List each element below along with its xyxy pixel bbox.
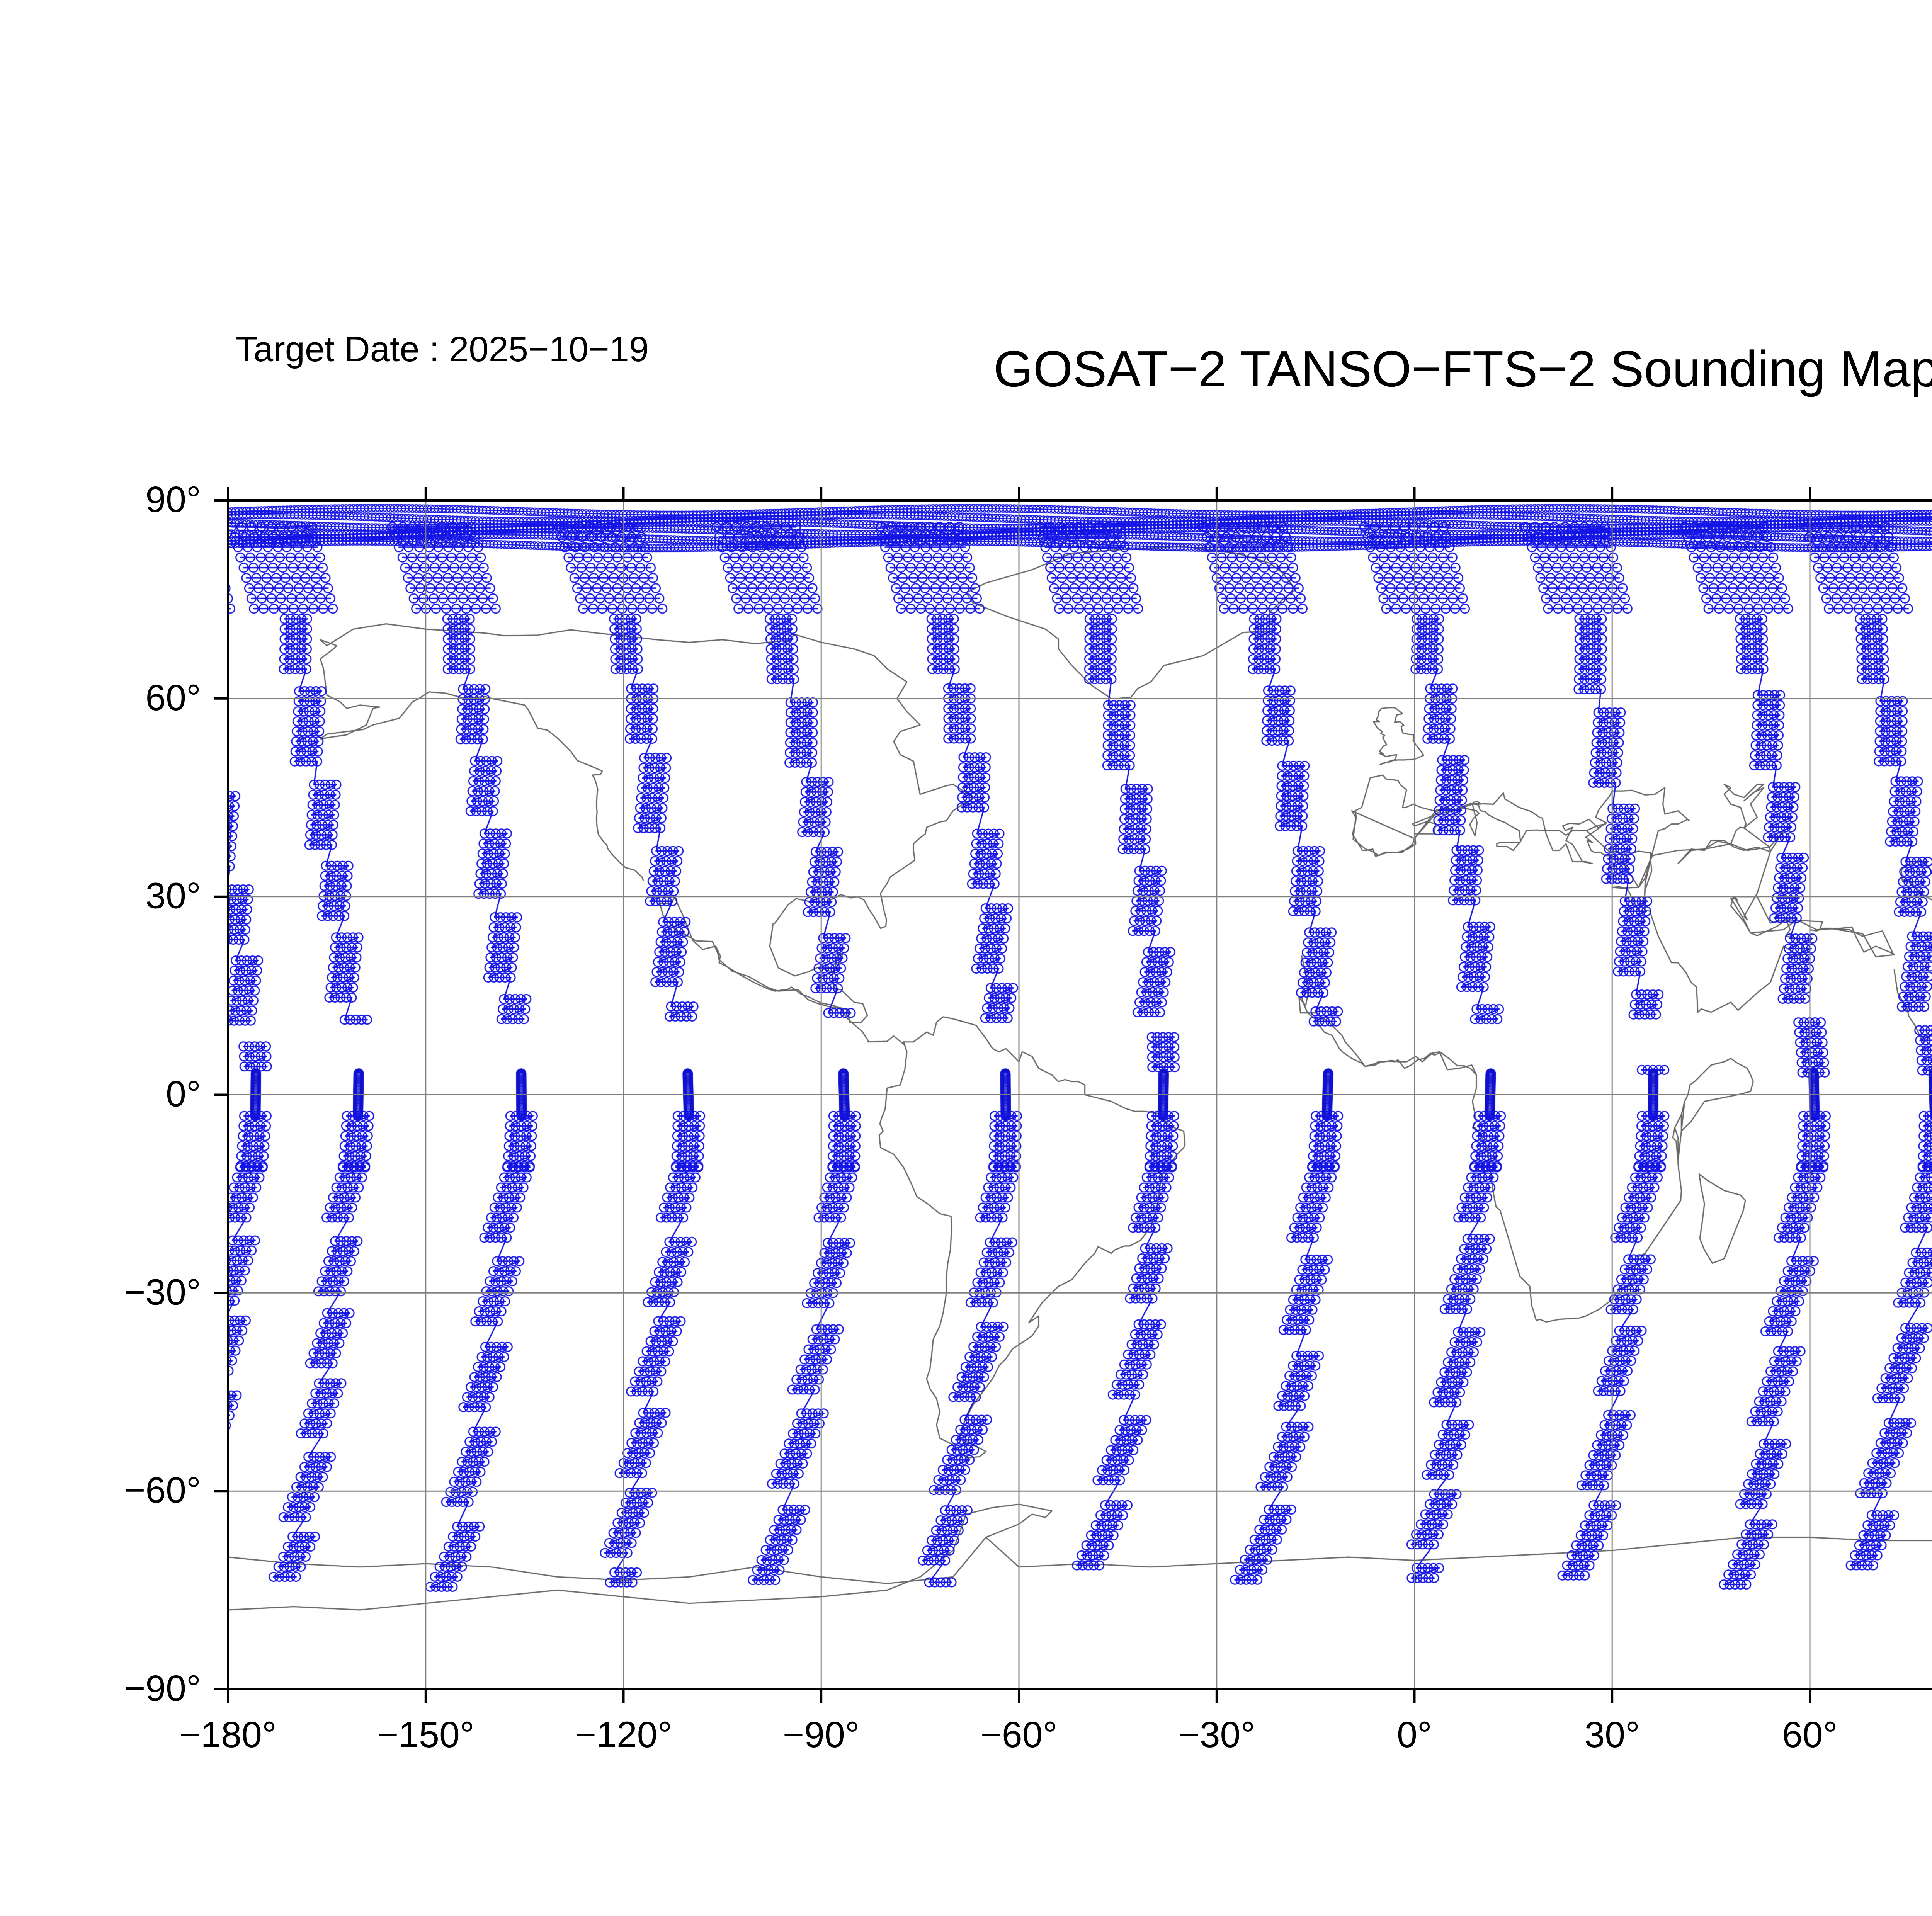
svg-text:GOSAT−2 TANSO−FTS−2 Sounding M: GOSAT−2 TANSO−FTS−2 Sounding Map bbox=[993, 340, 1932, 397]
svg-text:90°: 90° bbox=[145, 479, 201, 520]
svg-text:−30°: −30° bbox=[1178, 1714, 1255, 1755]
svg-text:0°: 0° bbox=[1397, 1714, 1432, 1755]
svg-text:−120°: −120° bbox=[575, 1714, 672, 1755]
svg-text:0°: 0° bbox=[166, 1074, 201, 1115]
svg-text:60°: 60° bbox=[145, 677, 201, 718]
svg-text:−90°: −90° bbox=[124, 1668, 201, 1709]
svg-text:−60°: −60° bbox=[124, 1470, 201, 1511]
svg-text:30°: 30° bbox=[145, 876, 201, 916]
svg-text:−180°: −180° bbox=[179, 1714, 277, 1755]
svg-text:Target Date : 2025−10−19: Target Date : 2025−10−19 bbox=[236, 330, 649, 369]
svg-text:−90°: −90° bbox=[783, 1714, 860, 1755]
svg-text:30°: 30° bbox=[1584, 1714, 1640, 1755]
svg-text:−60°: −60° bbox=[980, 1714, 1057, 1755]
svg-text:−30°: −30° bbox=[124, 1272, 201, 1312]
svg-text:−150°: −150° bbox=[377, 1714, 474, 1755]
svg-text:60°: 60° bbox=[1782, 1714, 1838, 1755]
